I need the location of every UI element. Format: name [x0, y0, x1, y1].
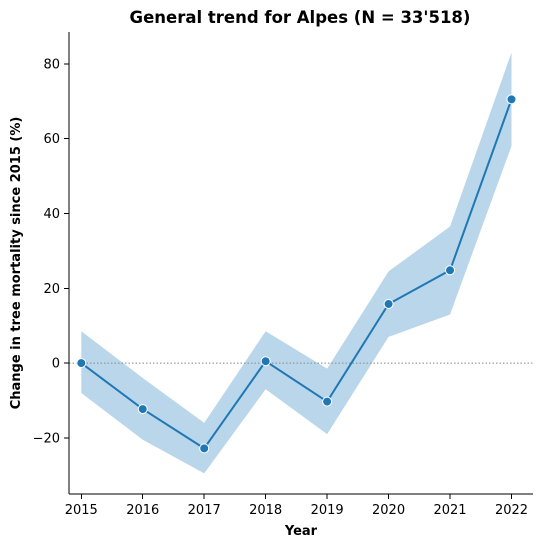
data-point-2020	[383, 298, 394, 309]
data-point-2017	[199, 443, 210, 454]
data-point-2022	[506, 94, 517, 105]
data-point-2015	[76, 358, 87, 369]
x-tick-label: 2022	[495, 503, 528, 518]
series-line	[80, 99, 513, 450]
data-point-2021	[445, 265, 456, 276]
y-tick-label: 20	[43, 282, 60, 297]
x-tick-label: 2018	[249, 503, 282, 518]
data-point-2016	[137, 404, 148, 415]
x-tick-label: 2017	[188, 503, 221, 518]
data-point-2019	[322, 396, 333, 407]
confidence-band	[81, 52, 512, 474]
y-tick-label: −20	[33, 431, 60, 446]
y-tick-label: 60	[43, 132, 60, 147]
x-tick-label: 2016	[126, 503, 159, 518]
chart-title: General trend for Alpes (N = 33'518)	[130, 8, 471, 27]
x-tick-label: 2015	[65, 503, 98, 518]
y-tick-label: 80	[43, 57, 60, 72]
x-tick-label: 2019	[311, 503, 344, 518]
x-axis-title: Year	[284, 524, 318, 539]
y-axis-ticks: −20 0 20 40 60 80	[33, 57, 69, 446]
plot-area	[69, 52, 533, 474]
y-tick-label: 40	[43, 207, 60, 222]
y-axis-title: Change in tree mortality since 2015 (%)	[9, 117, 24, 410]
x-tick-label: 2020	[372, 503, 405, 518]
x-axis-ticks: 2015 2016 2017 2018 2019 2020 2021 2022	[65, 494, 528, 518]
x-tick-label: 2021	[433, 503, 466, 518]
data-point-2018	[260, 356, 271, 367]
y-tick-label: 0	[52, 357, 60, 372]
